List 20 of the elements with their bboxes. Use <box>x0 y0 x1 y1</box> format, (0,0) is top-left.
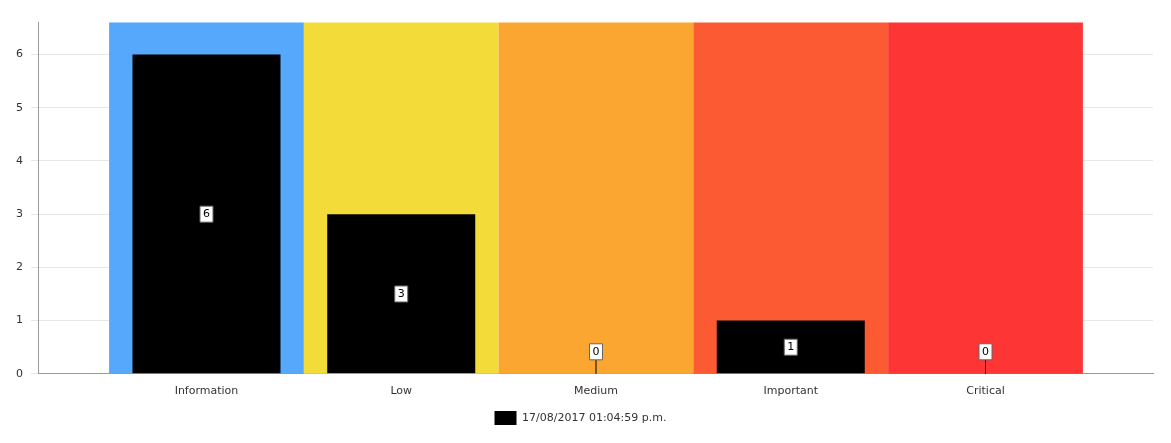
data-label: 0 <box>592 344 600 358</box>
legend-label: 17/08/2017 01:04:59 p.m. <box>522 410 667 424</box>
x-tick-label: Medium <box>574 384 618 398</box>
y-tick-label: 1 <box>16 313 23 327</box>
data-label: 0 <box>982 344 990 358</box>
data-label: 6 <box>202 207 210 221</box>
x-tick-label: Important <box>763 384 819 398</box>
data-label: 1 <box>787 340 795 354</box>
y-tick-label: 5 <box>16 100 23 114</box>
y-tick-label: 4 <box>16 153 23 167</box>
data-label: 3 <box>397 286 405 300</box>
y-tick-label: 6 <box>16 47 23 61</box>
bar <box>716 320 865 374</box>
y-tick-label: 0 <box>16 366 23 380</box>
x-tick-label: Low <box>390 384 413 398</box>
y-tick-label: 3 <box>16 207 23 221</box>
x-tick-label: Information <box>174 384 239 398</box>
x-tick-label: Critical <box>966 384 1005 398</box>
y-tick-label: 2 <box>16 260 23 274</box>
bar <box>327 214 476 374</box>
